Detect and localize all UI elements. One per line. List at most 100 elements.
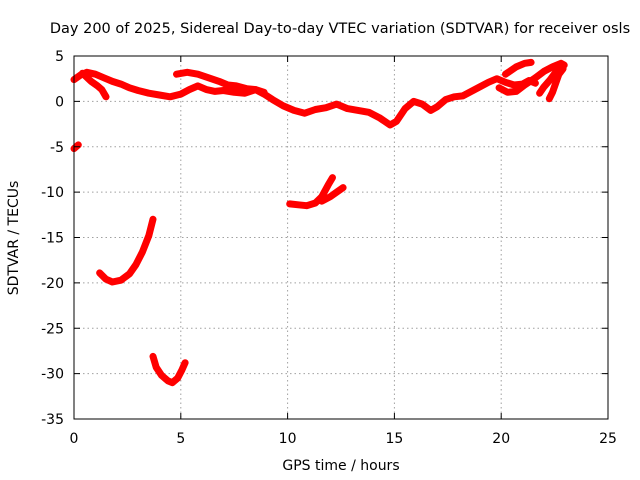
- data-point: [167, 94, 173, 100]
- data-point: [295, 202, 301, 208]
- data-point: [139, 249, 145, 255]
- data-point: [103, 94, 109, 100]
- data-point: [95, 83, 100, 89]
- data-point: [560, 66, 566, 72]
- series-mid-fragment-a: [286, 174, 336, 210]
- data-point: [146, 90, 152, 96]
- data-point: [419, 101, 425, 107]
- data-point: [556, 71, 562, 77]
- data-point: [428, 107, 434, 113]
- data-point: [174, 71, 179, 77]
- data-point: [127, 271, 132, 277]
- y-tick-label: -20: [41, 276, 64, 292]
- data-point: [443, 97, 449, 103]
- series-line-mid-fragment-b: [318, 184, 347, 205]
- y-tick-label: -10: [41, 185, 64, 201]
- data-point: [118, 277, 124, 283]
- data-point: [522, 60, 528, 66]
- data-point: [503, 79, 508, 85]
- data-point: [216, 78, 222, 84]
- y-tick-label: 5: [55, 49, 64, 65]
- series-main-band: [70, 68, 539, 129]
- data-point: [280, 103, 286, 109]
- y-tick-label: -15: [41, 231, 64, 247]
- data-point: [334, 101, 340, 107]
- data-point: [212, 88, 218, 94]
- y-tick-label: -35: [41, 412, 64, 428]
- data-point: [253, 87, 259, 93]
- data-point: [553, 80, 559, 86]
- data-point: [175, 375, 181, 381]
- data-point: [513, 88, 519, 94]
- series-arc-near-minus-20: [96, 215, 157, 286]
- chart-title: Day 200 of 2025, Sidereal Day-to-day VTE…: [50, 21, 630, 37]
- data-point: [179, 367, 185, 373]
- data-point: [477, 84, 483, 90]
- data-point: [150, 216, 156, 222]
- data-point: [334, 189, 340, 195]
- series-late-spike: [545, 65, 567, 103]
- series-early-dip: [79, 69, 110, 101]
- series-late-rise-b: [502, 58, 535, 78]
- data-point: [270, 97, 276, 103]
- data-point: [178, 91, 184, 97]
- data-point: [153, 364, 159, 370]
- data-point: [468, 88, 474, 94]
- series-mid-fragment-b: [318, 184, 347, 205]
- data-point: [156, 92, 162, 98]
- data-point: [394, 118, 399, 124]
- data-point: [494, 76, 500, 82]
- x-axis-tick-labels: 0 5 10 15 20 25: [70, 431, 617, 447]
- data-point: [109, 279, 115, 285]
- data-point: [434, 104, 440, 110]
- data-point: [550, 64, 555, 70]
- data-point: [541, 84, 547, 90]
- series-line-main-band: [70, 68, 539, 129]
- data-point: [244, 86, 250, 92]
- data-point: [323, 105, 329, 111]
- data-point: [127, 85, 132, 91]
- data-point: [513, 64, 519, 70]
- data-point: [503, 71, 508, 77]
- data-point: [101, 75, 107, 81]
- data-point: [537, 90, 543, 96]
- data-point: [233, 83, 239, 89]
- axis-ticks: [73, 55, 609, 420]
- data-point: [355, 107, 361, 113]
- data-point: [528, 59, 534, 65]
- data-point: [287, 201, 293, 207]
- data-point: [312, 200, 318, 206]
- data-point: [547, 77, 553, 83]
- data-point: [118, 81, 124, 87]
- data-point: [109, 78, 115, 84]
- series-line-late-rise-b: [502, 58, 535, 78]
- data-point: [97, 270, 103, 276]
- data-point: [261, 89, 267, 95]
- series-arc-near-minus-30: [149, 352, 189, 387]
- data-point: [522, 82, 528, 88]
- data-point: [319, 198, 325, 204]
- data-point: [80, 70, 85, 76]
- y-tick-label: -5: [50, 140, 64, 156]
- y-axis-tick-labels: 5 0 -5 -10 -15 -20 -25 -30 -35: [41, 49, 64, 428]
- data-point: [460, 93, 466, 99]
- data-point: [312, 107, 318, 112]
- data-point: [541, 68, 547, 74]
- data-point: [75, 142, 81, 148]
- data-point: [546, 96, 552, 102]
- data-point: [221, 88, 226, 93]
- data-point: [99, 87, 105, 93]
- data-point: [330, 175, 335, 181]
- data-point: [325, 182, 331, 188]
- data-point: [135, 88, 141, 93]
- data-point: [402, 106, 408, 112]
- x-axis-label: GPS time / hours: [282, 458, 399, 474]
- data-point: [366, 109, 372, 115]
- data-point: [291, 107, 297, 113]
- data-point: [195, 71, 201, 77]
- data-point: [451, 94, 457, 100]
- data-point: [169, 380, 175, 386]
- y-tick-label: -30: [41, 367, 64, 383]
- data-point: [340, 185, 346, 191]
